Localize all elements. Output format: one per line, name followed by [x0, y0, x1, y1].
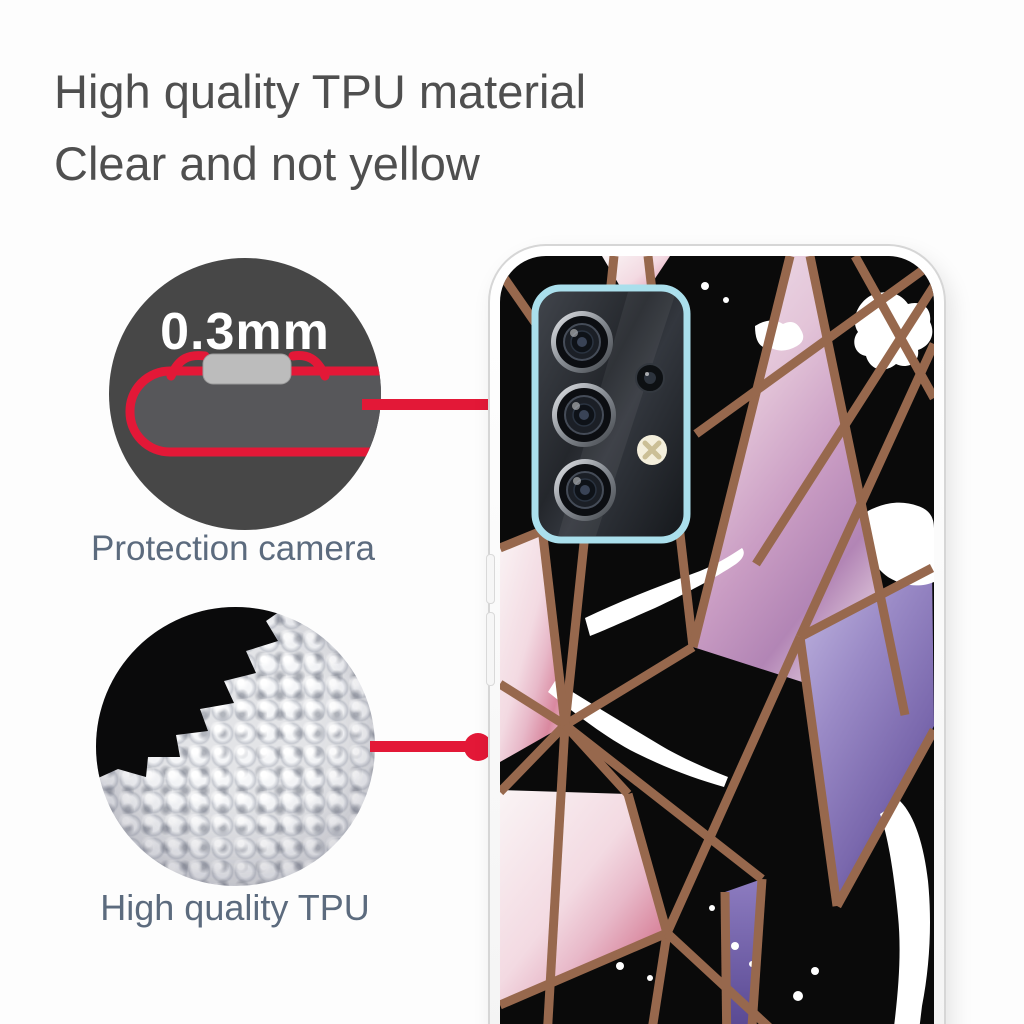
phone-case — [486, 244, 946, 1024]
case-cross-section-diagram — [125, 351, 381, 457]
camera-bump-button — [202, 353, 292, 385]
marble-pattern — [500, 256, 934, 1024]
connector-dot-material — [464, 733, 492, 761]
case-edge-profile — [125, 366, 381, 457]
case-side-button-bump — [486, 612, 495, 686]
camera-module — [531, 284, 691, 544]
case-side-button-bump — [486, 554, 495, 604]
connector-line-thickness — [362, 399, 548, 410]
lens-1 — [551, 311, 613, 373]
marble-case-back — [500, 256, 934, 1024]
headline-line-1: High quality TPU material — [54, 65, 587, 118]
thickness-callout-circle: 0.3mm — [109, 258, 381, 530]
depth-sensor — [635, 363, 665, 393]
lens-3 — [554, 459, 616, 521]
connector-line-material — [370, 741, 478, 752]
camera-protection-label: Protection camera — [90, 529, 376, 568]
camera-flash-icon — [637, 435, 667, 465]
thickness-value-label: 0.3mm — [160, 303, 330, 361]
dark-background-wedge — [96, 607, 286, 779]
case-lip-left — [166, 351, 210, 381]
marble-patch-bottom-quad — [500, 790, 667, 1005]
lens-2 — [552, 383, 616, 447]
tpu-granules-photo — [96, 607, 375, 886]
marble-patch-purple-triangle — [800, 568, 934, 906]
case-lip-right — [288, 351, 330, 381]
marble-patches — [500, 256, 934, 1024]
tpu-quality-label: High quality TPU — [100, 887, 370, 928]
granule-pile-edge — [96, 607, 286, 779]
marble-patch-pink-wedge — [693, 256, 905, 715]
headline-line-2: Clear and not yellow — [54, 137, 480, 190]
